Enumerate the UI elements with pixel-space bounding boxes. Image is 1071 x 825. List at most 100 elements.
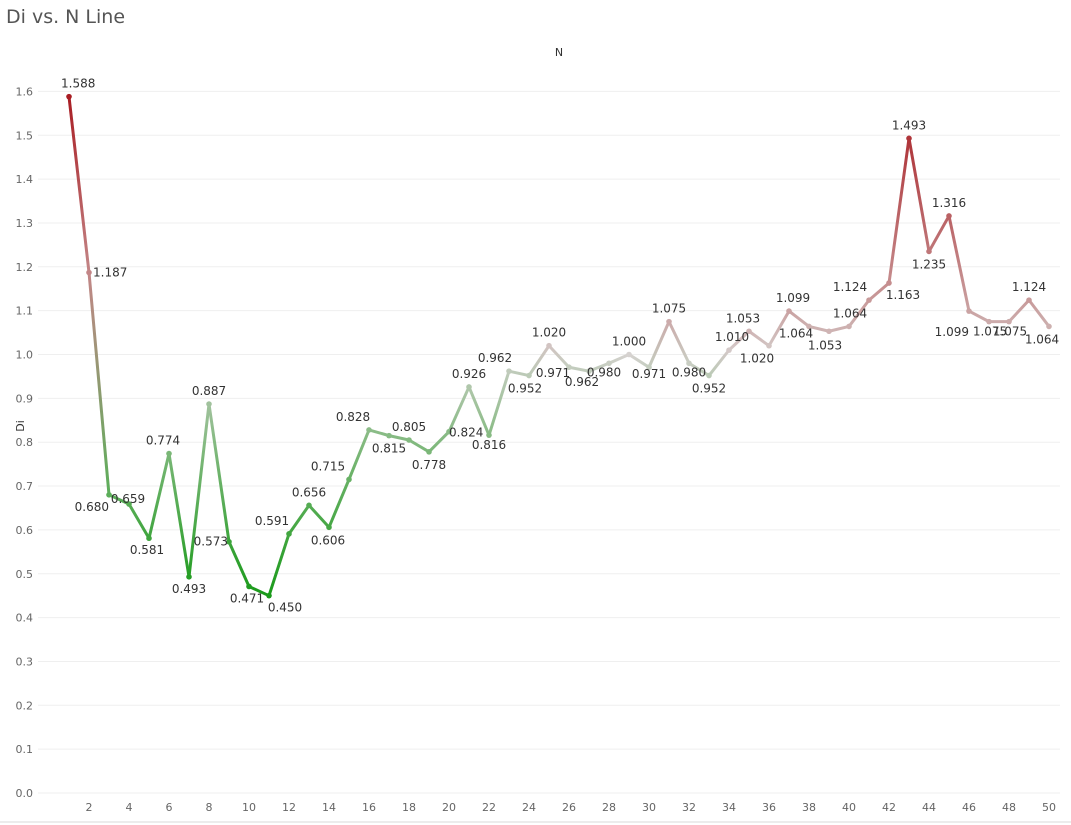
data-point[interactable] (446, 428, 452, 435)
data-point[interactable] (126, 501, 132, 507)
data-point[interactable] (346, 476, 352, 483)
data-label: 0.824 (449, 426, 483, 440)
data-point[interactable] (566, 364, 572, 371)
series-line-segment (627, 353, 651, 369)
data-label: 0.952 (692, 382, 726, 396)
data-point[interactable] (606, 360, 612, 367)
x-tick-label: 4 (126, 801, 133, 814)
series-line-segment (567, 365, 591, 373)
y-tick-label: 0.5 (16, 568, 34, 581)
data-point[interactable] (706, 372, 712, 379)
data-point[interactable] (426, 449, 432, 455)
data-label: 1.010 (715, 330, 749, 344)
data-point[interactable] (866, 297, 872, 303)
data-label: 1.053 (726, 311, 760, 325)
data-point[interactable] (586, 368, 592, 374)
x-tick-label: 36 (762, 801, 776, 814)
data-point[interactable] (1006, 318, 1012, 325)
series-line-segment (587, 361, 611, 373)
data-point[interactable] (1046, 323, 1052, 330)
data-point[interactable] (546, 342, 552, 349)
data-point[interactable] (786, 308, 792, 314)
series-line-segment (807, 324, 831, 333)
data-label: 0.606 (311, 533, 345, 547)
data-point[interactable] (466, 384, 472, 390)
x-tick-label: 34 (722, 801, 736, 814)
data-point[interactable] (526, 372, 532, 379)
data-label: 1.064 (1025, 332, 1059, 346)
data-point[interactable] (846, 323, 852, 330)
data-point[interactable] (326, 524, 332, 531)
y-tick-label: 0.2 (16, 699, 34, 712)
data-point[interactable] (726, 347, 732, 353)
data-point[interactable] (946, 213, 952, 219)
series-line-segment (647, 320, 671, 369)
data-point[interactable] (746, 328, 752, 335)
data-label: 0.774 (146, 434, 180, 448)
y-tick-label: 0.9 (16, 392, 34, 405)
data-point[interactable] (686, 360, 692, 367)
data-point[interactable] (626, 351, 632, 358)
data-point[interactable] (806, 323, 812, 330)
x-tick-label: 42 (882, 801, 896, 814)
data-point[interactable] (266, 592, 272, 599)
data-point[interactable] (386, 432, 392, 439)
data-point[interactable] (826, 328, 832, 335)
data-point[interactable] (206, 401, 212, 407)
x-tick-label: 46 (962, 801, 976, 814)
data-label: 0.980 (587, 365, 621, 379)
data-point[interactable] (886, 280, 892, 286)
data-label: 0.815 (372, 442, 406, 456)
series-line-segment (827, 324, 851, 333)
y-tick-label: 0.7 (16, 480, 34, 493)
data-point[interactable] (486, 432, 492, 438)
data-label: 0.828 (336, 410, 370, 424)
data-point[interactable] (966, 308, 972, 314)
series-line-segment (107, 493, 131, 506)
data-point[interactable] (286, 531, 292, 537)
data-point[interactable] (366, 427, 372, 433)
x-tick-label: 24 (522, 801, 536, 814)
data-label: 0.962 (478, 351, 512, 365)
data-point[interactable] (226, 538, 232, 545)
series-line-segment (927, 214, 951, 253)
data-label: 0.805 (392, 420, 426, 434)
data-point[interactable] (406, 437, 412, 443)
x-tick-label: 8 (206, 801, 213, 814)
series-line-segment (147, 452, 171, 540)
data-point[interactable] (1026, 297, 1032, 303)
data-point[interactable] (186, 574, 192, 580)
series-line-segment (867, 281, 891, 302)
y-tick-label: 1.0 (16, 349, 34, 362)
data-label: 1.064 (833, 306, 867, 320)
data-point[interactable] (666, 318, 672, 325)
data-point[interactable] (766, 342, 772, 349)
data-point[interactable] (646, 364, 652, 371)
series-line-segment (887, 136, 911, 285)
data-point[interactable] (166, 450, 172, 457)
data-point[interactable] (246, 583, 252, 590)
series-line-segment (267, 532, 291, 598)
data-point[interactable] (146, 535, 152, 542)
x-tick-label: 14 (322, 801, 336, 814)
data-label: 0.926 (452, 367, 486, 381)
data-point[interactable] (106, 492, 112, 498)
data-point[interactable] (506, 368, 512, 374)
data-label: 0.715 (311, 459, 345, 473)
data-label: 0.573 (194, 535, 228, 549)
data-point[interactable] (86, 269, 92, 276)
data-label: 1.124 (833, 280, 867, 294)
data-label: 0.659 (111, 492, 145, 506)
series-line-segment (407, 438, 431, 454)
data-label: 1.000 (612, 335, 646, 349)
data-point[interactable] (306, 502, 312, 509)
data-point[interactable] (906, 135, 912, 142)
y-axis-title: Di (14, 420, 27, 432)
y-tick-label: 0.0 (16, 787, 34, 800)
series-line-segment (787, 309, 811, 328)
data-point[interactable] (926, 248, 932, 255)
data-point[interactable] (986, 318, 992, 325)
data-label: 0.980 (672, 365, 706, 379)
data-point[interactable] (66, 93, 72, 100)
series-line-segment (707, 348, 731, 378)
